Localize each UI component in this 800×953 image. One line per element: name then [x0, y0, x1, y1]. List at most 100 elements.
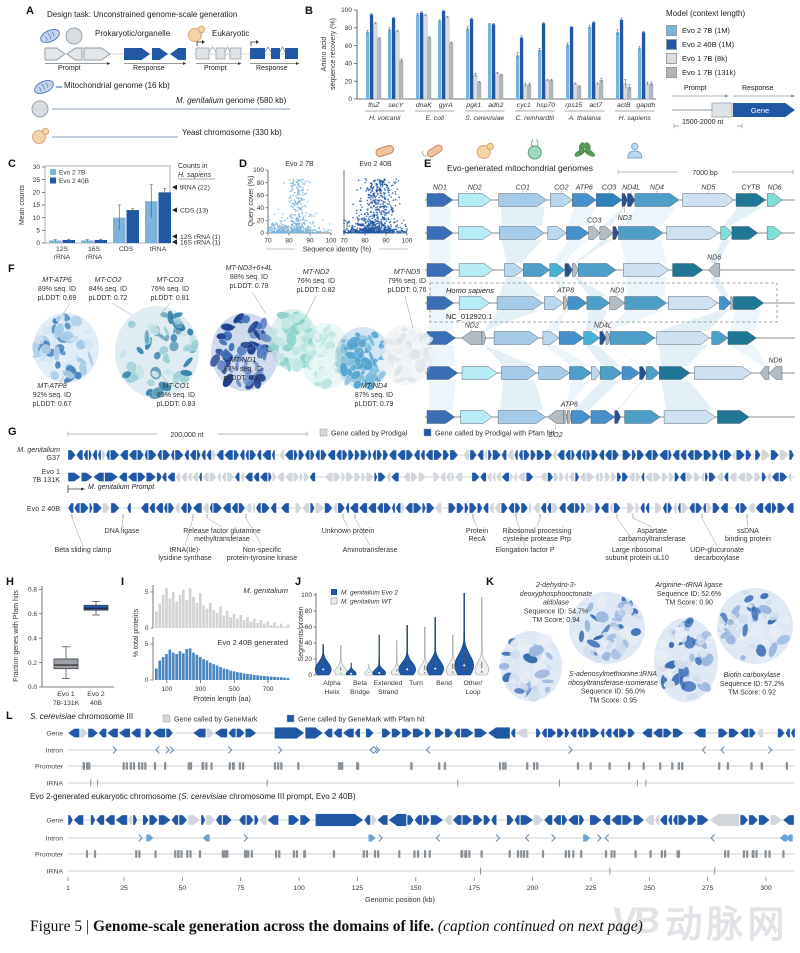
svg-text:5: 5	[145, 641, 149, 648]
l-track-name: Promoter	[35, 763, 64, 770]
f-protein-name: MT-CO2	[95, 275, 122, 284]
e-gene-label: ND3	[610, 288, 624, 295]
svg-text:60: 60	[345, 43, 353, 50]
yeast-chromosome-legend: Yeast chromosome (330 kb)	[182, 128, 282, 137]
g-annotation: protein-tyrosine kinase	[227, 555, 298, 562]
g-annotation: Elongation factor P	[495, 547, 554, 554]
f-plddt: pLDDT: 0.82	[297, 287, 336, 294]
g-annotation: ssDNA	[737, 528, 759, 535]
model-legend-title: Model (context length)	[666, 9, 746, 18]
svg-text:700: 700	[263, 686, 274, 693]
svg-text:0: 0	[145, 625, 149, 632]
panel-l-label: L	[6, 710, 13, 722]
panel-b-label: B	[305, 5, 313, 17]
e-gene-label: CYTB	[741, 185, 760, 192]
mgenitalium-prompt-note: M. genitalium Prompt	[88, 484, 155, 491]
d-ylabel: Query cover (%)	[248, 176, 255, 227]
j-category-label: Beta	[353, 680, 367, 687]
gene-label: act7	[589, 102, 602, 109]
j-category-label: Strand	[378, 689, 398, 696]
svg-text:0.2: 0.2	[28, 660, 37, 667]
f-plddt: pLDDT: 0.81	[151, 295, 190, 302]
l-axis-tick: 200	[527, 885, 539, 892]
l-axis-tick: 300	[760, 885, 772, 892]
alga-icon	[527, 139, 542, 160]
svg-text:30: 30	[33, 164, 41, 171]
f-plddt: pLDDT: 0.67	[33, 401, 72, 408]
e-gene-label: ATP8	[556, 288, 574, 295]
e-gene-label: ND2	[465, 323, 479, 330]
watermark: VB 动脉网	[610, 894, 788, 948]
panel-g-tracks: 200,000 nt Gene called by Prodigal Gene ca…	[17, 428, 795, 562]
g-legend-label: Gene called by Prodigal	[331, 429, 408, 438]
i-ylabel: % total proteins	[133, 608, 140, 657]
g-track-name: M. genitalium	[17, 445, 60, 454]
e-gene-label: ND6	[768, 185, 782, 192]
g-legend-label: Gene called by Prodigal with Pfam hit	[435, 429, 554, 438]
g-annotation: RecA	[468, 536, 485, 543]
panel-l-evo-title: Evo 2-generated eukaryotic chromosome (S…	[30, 792, 355, 801]
svg-text:90: 90	[382, 238, 390, 245]
l-axis-tick: 275	[702, 885, 714, 892]
species-label: A. thalania	[568, 115, 601, 122]
svg-text:40: 40	[345, 61, 353, 68]
gene-label: hsp70	[537, 102, 556, 109]
human-icon	[627, 142, 643, 159]
g-annotation: Aspartate	[637, 528, 667, 535]
d-title: Evo 2 7B	[285, 161, 314, 168]
svg-text:80: 80	[257, 180, 265, 187]
l-axis-tick: 125	[352, 885, 364, 892]
prompt-label-prok: Prompt	[58, 65, 81, 72]
i-series-label: Evo 2 40B generated	[218, 638, 288, 647]
k-seq-id: Sequence ID: 54.7%	[524, 608, 588, 615]
k-tm-score: TM Score: 0.94	[532, 617, 580, 624]
f-seq-id: 88% seq. ID	[230, 274, 268, 281]
panel-e-title: Evo-generated mitochondrial genomes	[447, 163, 594, 173]
l-axis-tick: 25	[120, 885, 128, 892]
l-track-name: Intron	[46, 747, 64, 754]
c-category-label: tRNA	[150, 246, 167, 253]
panel-i-hist: 5 0 M. genitalium 5 0 Evo 2 40B generated 100 3…	[133, 585, 290, 703]
svg-text:300: 300	[195, 686, 206, 693]
g-annotation: cysteine protease Prp	[503, 536, 571, 543]
gene-label: gapdh	[636, 102, 655, 109]
f-seq-id: 87% seq. ID	[355, 392, 393, 399]
svg-text:80: 80	[305, 608, 313, 615]
gene-label: ftsZ	[368, 102, 380, 109]
yeast-icon	[476, 142, 494, 159]
panel-h-box: 0.0 0.2 0.4 0.6 0.8 Fraction genes with Pfam …	[13, 586, 114, 707]
k-tm-score: TM Score: 0.92	[728, 690, 776, 697]
model-legend-item-label: Evo 1 7B (131k)	[682, 67, 736, 77]
svg-text:80: 80	[361, 238, 369, 245]
caption-prefix: Figure 5 |	[30, 918, 93, 935]
genome-circle-icon	[65, 27, 83, 45]
k-seq-id: Sequence ID: 57.2%	[720, 681, 784, 688]
e-gene-label: ND5	[701, 185, 715, 192]
e-gene-label: ATP6	[575, 185, 593, 192]
prompt-label-euk: Prompt	[204, 65, 227, 72]
svg-text:0: 0	[348, 96, 352, 103]
k-seq-id: Sequence ID: 56.0%	[581, 689, 645, 696]
gene-label: rps15	[565, 102, 582, 109]
archaeon-icon	[375, 144, 395, 158]
g-annotation: UDP-glucuronate	[690, 547, 744, 554]
gene-label: actB	[617, 102, 631, 109]
hs-name: Homo sapiens	[446, 286, 494, 295]
panel-h-label: H	[6, 576, 14, 588]
svg-text:500: 500	[229, 686, 240, 693]
f-seq-id: 89% seq. ID	[38, 286, 76, 293]
mgenitalium-name: M. genitalium	[176, 96, 224, 105]
c-legend-label: Evo 2 40B	[59, 178, 89, 185]
svg-text:5: 5	[36, 228, 40, 235]
l-axis-tick: 75	[237, 885, 245, 892]
svg-text:20: 20	[305, 656, 313, 663]
e-gene-label: ND4L	[594, 323, 612, 330]
g-annotation: Protein	[466, 528, 488, 535]
f-seq-id: 87% seq. ID	[224, 366, 262, 373]
e-gene-label: CO2	[548, 432, 563, 439]
g-annotation: Release factor glutamine	[183, 528, 261, 535]
g-annotation: Beta sliding clamp	[55, 547, 112, 554]
h-category-label: 7B-131K	[53, 700, 80, 707]
l-axis-tick: 100	[293, 885, 305, 892]
